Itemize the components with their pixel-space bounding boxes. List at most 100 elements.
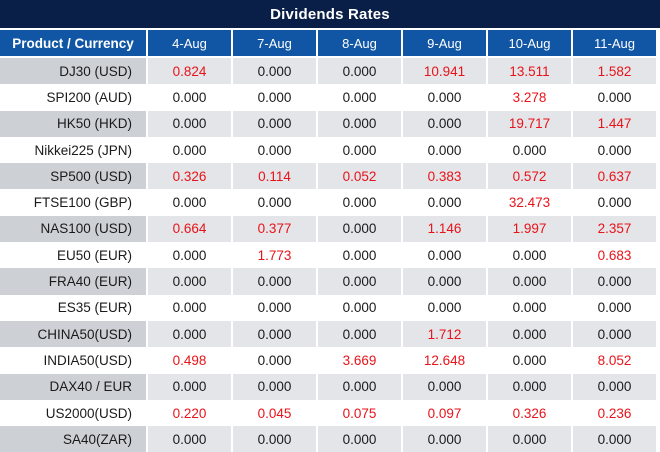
table-row: EU50 (EUR) 0.000 1.773 0.000 0.000 0.000 0.683 [0, 242, 660, 269]
value-cell: 0.000 [233, 84, 318, 111]
value-cell: 0.000 [403, 110, 488, 137]
value-cell: 0.000 [403, 294, 488, 321]
value-cell: 0.000 [573, 84, 658, 111]
value-cell: 0.000 [318, 242, 403, 269]
value-cell: 0.000 [233, 373, 318, 400]
value-cell: 1.773 [233, 242, 318, 269]
value-cell: 0.000 [318, 136, 403, 164]
value-cell: 0.000 [403, 136, 488, 164]
value-cell: 0.000 [148, 110, 233, 137]
value-cell: 0.000 [233, 110, 318, 137]
date-header-7-aug: 7-Aug [233, 30, 318, 56]
value-cell: 0.377 [233, 215, 318, 243]
value-cell: 0.000 [573, 268, 658, 295]
table-row: DAX40 / EUR 0.000 0.000 0.000 0.000 0.000 0.00… [0, 373, 660, 400]
value-cell: 0.000 [488, 136, 573, 164]
value-cell: 0.000 [488, 320, 573, 348]
value-cell: 0.000 [318, 84, 403, 111]
value-cell: 0.637 [573, 163, 658, 190]
value-cell: 1.582 [573, 58, 658, 85]
table-row: SP500 (USD) 0.326 0.114 0.052 0.383 0.572 0.63… [0, 163, 660, 190]
value-cell: 0.326 [148, 163, 233, 190]
value-cell: 0.000 [318, 268, 403, 295]
table-row: NAS100 (USD) 0.664 0.377 0.000 1.146 1.997 2.3… [0, 215, 660, 243]
product-cell: SP500 (USD) [0, 163, 148, 190]
table-row: CHINA50(USD) 0.000 0.000 0.000 1.712 0.000 0.0… [0, 320, 660, 348]
value-cell: 10.941 [403, 58, 488, 85]
value-cell: 13.511 [488, 58, 573, 85]
value-cell: 1.712 [403, 320, 488, 348]
product-cell: SA40(ZAR) [0, 426, 148, 452]
value-cell: 0.664 [148, 215, 233, 243]
table-row: FTSE100 (GBP) 0.000 0.000 0.000 0.000 32.473 0… [0, 189, 660, 216]
value-cell: 0.000 [148, 320, 233, 348]
value-cell: 0.000 [318, 189, 403, 216]
value-cell: 0.000 [573, 426, 658, 452]
product-cell: DJ30 (USD) [0, 58, 148, 85]
value-cell: 0.000 [488, 268, 573, 295]
product-cell: HK50 (HKD) [0, 110, 148, 137]
value-cell: 0.000 [488, 294, 573, 321]
value-cell: 0.572 [488, 163, 573, 190]
table-row: ES35 (EUR) 0.000 0.000 0.000 0.000 0.000 0.000 [0, 294, 660, 321]
value-cell: 0.000 [148, 294, 233, 321]
value-cell: 0.236 [573, 399, 658, 427]
value-cell: 0.000 [573, 373, 658, 400]
product-cell: EU50 (EUR) [0, 242, 148, 269]
value-cell: 0.000 [488, 347, 573, 374]
value-cell: 0.000 [318, 110, 403, 137]
table-body: DJ30 (USD) 0.824 0.000 0.000 10.941 13.511 1.5… [0, 58, 660, 452]
value-cell: 0.000 [148, 189, 233, 216]
value-cell: 0.824 [148, 58, 233, 85]
value-cell: 0.220 [148, 399, 233, 427]
table-row: SPI200 (AUD) 0.000 0.000 0.000 0.000 3.278 0.0… [0, 84, 660, 111]
value-cell: 0.000 [233, 320, 318, 348]
value-cell: 0.000 [318, 373, 403, 400]
product-cell: ES35 (EUR) [0, 294, 148, 321]
value-cell: 0.097 [403, 399, 488, 427]
value-cell: 0.000 [573, 320, 658, 348]
value-cell: 0.000 [318, 58, 403, 85]
value-cell: 3.278 [488, 84, 573, 111]
value-cell: 0.000 [148, 242, 233, 269]
value-cell: 0.000 [148, 373, 233, 400]
value-cell: 0.383 [403, 163, 488, 190]
value-cell: 19.717 [488, 110, 573, 137]
value-cell: 0.000 [148, 268, 233, 295]
table-title: Dividends Rates [0, 0, 660, 30]
value-cell: 0.000 [403, 426, 488, 452]
value-cell: 0.000 [148, 84, 233, 111]
value-cell: 12.648 [403, 347, 488, 374]
value-cell: 0.000 [403, 84, 488, 111]
value-cell: 0.114 [233, 163, 318, 190]
value-cell: 3.669 [318, 347, 403, 374]
value-cell: 0.000 [233, 136, 318, 164]
product-cell: INDIA50(USD) [0, 347, 148, 374]
product-currency-header: Product / Currency [0, 30, 148, 56]
value-cell: 0.000 [488, 426, 573, 452]
value-cell: 0.000 [318, 294, 403, 321]
value-cell: 0.000 [573, 189, 658, 216]
value-cell: 32.473 [488, 189, 573, 216]
date-header-8-aug: 8-Aug [318, 30, 403, 56]
value-cell: 0.000 [233, 189, 318, 216]
value-cell: 0.000 [573, 136, 658, 164]
table-row: HK50 (HKD) 0.000 0.000 0.000 0.000 19.717 1.44… [0, 110, 660, 137]
product-cell: FRA40 (EUR) [0, 268, 148, 295]
value-cell: 0.498 [148, 347, 233, 374]
date-header-11-aug: 11-Aug [573, 30, 658, 56]
product-cell: CHINA50(USD) [0, 320, 148, 348]
value-cell: 0.075 [318, 399, 403, 427]
value-cell: 0.000 [403, 242, 488, 269]
table-row: INDIA50(USD) 0.498 0.000 3.669 12.648 0.000 8.… [0, 347, 660, 374]
table-row: US2000(USD) 0.220 0.045 0.075 0.097 0.326 0.23… [0, 399, 660, 427]
table-row: SA40(ZAR) 0.000 0.000 0.000 0.000 0.000 0.000 [0, 426, 660, 452]
table-row: DJ30 (USD) 0.824 0.000 0.000 10.941 13.511 1.5… [0, 58, 660, 85]
value-cell: 2.357 [573, 215, 658, 243]
value-cell: 0.000 [233, 294, 318, 321]
date-header-9-aug: 9-Aug [403, 30, 488, 56]
value-cell: 0.045 [233, 399, 318, 427]
value-cell: 0.000 [318, 215, 403, 243]
value-cell: 0.000 [233, 426, 318, 452]
